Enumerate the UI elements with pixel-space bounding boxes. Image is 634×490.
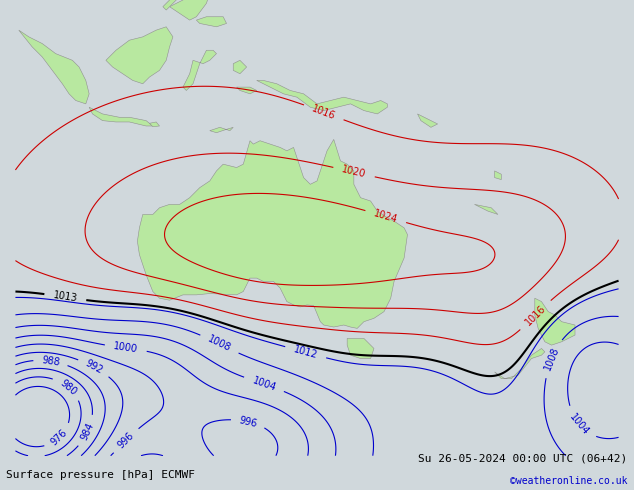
Polygon shape [197, 17, 226, 27]
Polygon shape [89, 107, 153, 126]
Text: 1008: 1008 [543, 345, 561, 371]
Polygon shape [257, 80, 387, 114]
Polygon shape [106, 27, 173, 84]
Text: Su 26-05-2024 00:00 UTC (06+42): Su 26-05-2024 00:00 UTC (06+42) [418, 453, 628, 463]
Polygon shape [150, 122, 160, 126]
Polygon shape [535, 298, 575, 345]
Polygon shape [236, 87, 257, 94]
Text: 980: 980 [58, 377, 78, 397]
Text: 1020: 1020 [341, 165, 367, 180]
Polygon shape [210, 127, 233, 133]
Text: 976: 976 [49, 427, 70, 447]
Text: 1016: 1016 [311, 103, 337, 122]
Text: 996: 996 [116, 430, 136, 450]
Text: 1004: 1004 [251, 375, 277, 393]
Text: 1008: 1008 [206, 334, 233, 354]
Text: 984: 984 [79, 421, 96, 442]
Text: 1012: 1012 [292, 344, 319, 361]
Polygon shape [495, 348, 545, 379]
Text: 996: 996 [238, 415, 258, 429]
Text: 1000: 1000 [113, 342, 139, 355]
Polygon shape [169, 0, 210, 20]
Text: Surface pressure [hPa] ECMWF: Surface pressure [hPa] ECMWF [6, 470, 195, 480]
Text: 992: 992 [84, 358, 105, 376]
Text: 988: 988 [41, 355, 60, 368]
Polygon shape [495, 171, 501, 180]
Text: 1016: 1016 [523, 303, 548, 327]
Text: 1013: 1013 [53, 291, 78, 304]
Text: 1004: 1004 [567, 412, 591, 437]
Polygon shape [233, 60, 247, 74]
Polygon shape [19, 30, 89, 104]
Text: 1024: 1024 [373, 208, 399, 225]
Text: ©weatheronline.co.uk: ©weatheronline.co.uk [510, 476, 628, 486]
Polygon shape [347, 339, 374, 359]
Polygon shape [474, 204, 498, 215]
Polygon shape [183, 50, 216, 91]
Polygon shape [418, 114, 437, 127]
Polygon shape [163, 0, 179, 10]
Polygon shape [138, 139, 408, 328]
